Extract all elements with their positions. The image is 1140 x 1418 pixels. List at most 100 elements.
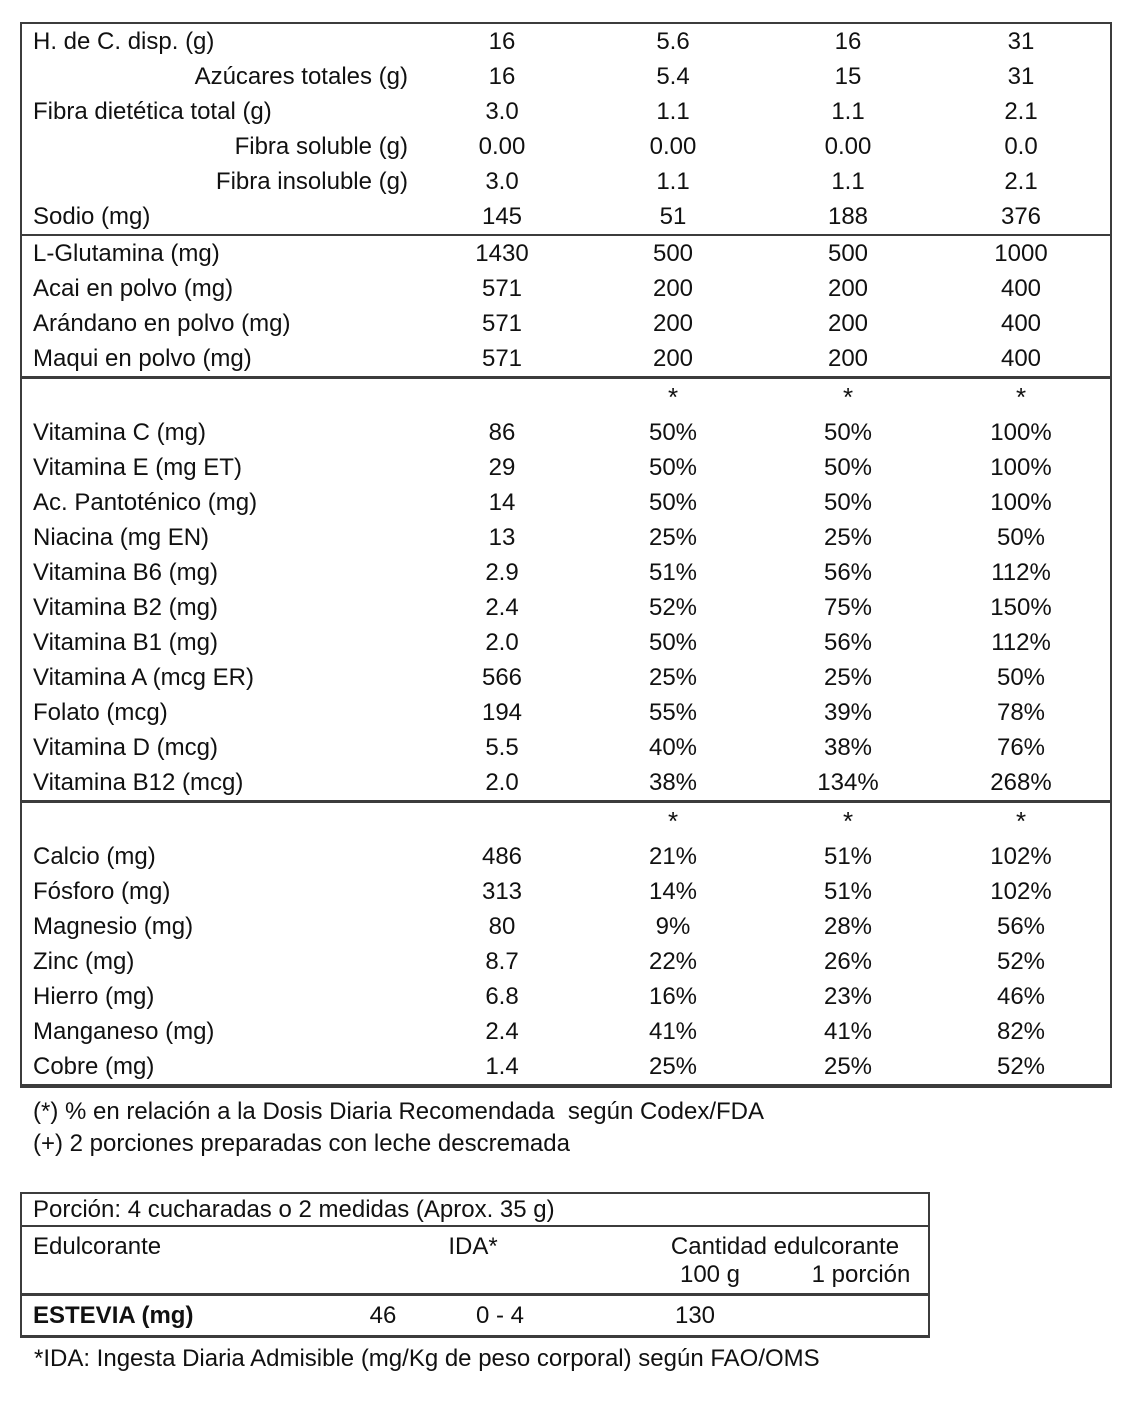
sweetener-amount: 46 — [369, 1302, 397, 1329]
row-value: 102% — [990, 877, 1052, 905]
table-row: Ac. Pantoténico (mg) 14 50% 50% 100% — [22, 485, 1110, 520]
table-row: Niacina (mg EN) 13 25% 25% 50% — [22, 520, 1110, 555]
row-value: 14 — [488, 488, 516, 516]
row-value: 56% — [823, 628, 873, 656]
table-row: Azúcares totales (g) 16 5.4 15 31 — [22, 59, 1110, 94]
row-value: 82% — [996, 1017, 1046, 1045]
row-value: 200 — [827, 309, 869, 337]
col-header-ida: IDA* — [448, 1233, 498, 1260]
row-value: 5.5 — [485, 733, 519, 761]
row-value: 200 — [827, 274, 869, 302]
row-value: 8.7 — [485, 947, 519, 975]
row-value: 52% — [996, 1052, 1046, 1080]
row-value: 16 — [488, 27, 516, 55]
row-value: 5.4 — [656, 62, 690, 90]
table-row: Vitamina A (mcg ER) 566 25% 25% 50% — [22, 660, 1110, 695]
row-value: 25% — [648, 523, 698, 551]
row-value: 25% — [823, 523, 873, 551]
portion-header-row: Porción: 4 cucharadas o 2 medidas (Aprox… — [22, 1194, 928, 1227]
row-value: 1.1 — [831, 97, 865, 125]
ddr-asterisk-row: * * * — [22, 803, 1110, 839]
row-value: 1430 — [475, 239, 529, 267]
row-value: 566 — [481, 663, 523, 691]
footnote-porciones: (+) 2 porciones preparadas con leche des… — [33, 1130, 570, 1157]
row-value: 50% — [996, 663, 1046, 691]
row-value: 200 — [652, 344, 694, 372]
row-value: 2.1 — [1004, 97, 1038, 125]
ddr-asterisk-row: * * * — [22, 379, 1110, 415]
row-value: 28% — [823, 912, 873, 940]
asterisk-mark: * — [842, 806, 854, 836]
row-value: 25% — [648, 1052, 698, 1080]
table-row: Vitamina E (mg ET) 29 50% 50% 100% — [22, 450, 1110, 485]
table-row: Magnesio (mg) 80 9% 28% 56% — [22, 909, 1110, 944]
row-value: 200 — [652, 309, 694, 337]
row-label: Fibra insoluble (g) — [215, 167, 408, 195]
row-value: 31 — [1007, 62, 1035, 90]
asterisk-mark: * — [1015, 382, 1027, 412]
row-value: 50% — [823, 488, 873, 516]
sweetener-header-row: Edulcorante IDA* Cantidad edulcorante — [22, 1227, 928, 1261]
table-row: Hierro (mg) 6.8 16% 23% 46% — [22, 979, 1110, 1014]
row-label: Vitamina B2 (mg) — [33, 593, 218, 621]
row-value: 194 — [481, 698, 523, 726]
row-value: 26% — [823, 947, 873, 975]
row-value: 6.8 — [485, 982, 519, 1010]
row-label: Acai en polvo (mg) — [33, 274, 234, 302]
row-label: Magnesio (mg) — [33, 912, 194, 940]
row-value: 52% — [996, 947, 1046, 975]
row-value: 1.1 — [831, 167, 865, 195]
row-value: 571 — [481, 344, 523, 372]
table-row: Arándano en polvo (mg) 571 200 200 400 — [22, 306, 1110, 341]
sweetener-per-100g-value: 130 — [674, 1302, 716, 1329]
row-label: Arándano en polvo (mg) — [33, 309, 291, 337]
row-value: 25% — [648, 663, 698, 691]
row-value: 78% — [996, 698, 1046, 726]
row-value: 2.4 — [485, 1017, 519, 1045]
row-value: 500 — [652, 239, 694, 267]
asterisk-mark: * — [667, 382, 679, 412]
row-value: 50% — [648, 453, 698, 481]
table-row: Fósforo (mg) 313 14% 51% 102% — [22, 874, 1110, 909]
table-row: Fibra insoluble (g) 3.0 1.1 1.1 2.1 — [22, 164, 1110, 199]
asterisk-mark: * — [667, 806, 679, 836]
table-row: Cobre (mg) 1.4 25% 25% 52% — [22, 1049, 1110, 1084]
row-label: Vitamina B1 (mg) — [33, 628, 218, 656]
row-value: 41% — [823, 1017, 873, 1045]
row-label: Folato (mcg) — [33, 698, 168, 726]
table-row: H. de C. disp. (g) 16 5.6 16 31 — [22, 24, 1110, 59]
row-label: Vitamina D (mcg) — [33, 733, 218, 761]
row-value: 500 — [827, 239, 869, 267]
table-row: Vitamina B6 (mg) 2.9 51% 56% 112% — [22, 555, 1110, 590]
row-value: 313 — [481, 877, 523, 905]
row-label: Niacina (mg EN) — [33, 523, 210, 551]
row-value: 38% — [648, 768, 698, 796]
row-value: 268% — [990, 768, 1052, 796]
row-value: 145 — [481, 202, 523, 230]
row-value: 86 — [488, 418, 516, 446]
row-label: Vitamina E (mg ET) — [33, 453, 242, 481]
table-row: Sodio (mg) 145 51 188 376 — [22, 199, 1110, 234]
row-value: 2.1 — [1004, 167, 1038, 195]
row-value: 80 — [488, 912, 516, 940]
row-value: 188 — [827, 202, 869, 230]
row-value: 56% — [996, 912, 1046, 940]
table-row: Vitamina B2 (mg) 2.4 52% 75% 150% — [22, 590, 1110, 625]
row-value: 3.0 — [485, 167, 519, 195]
row-value: 200 — [827, 344, 869, 372]
row-label: Azúcares totales (g) — [194, 62, 408, 90]
table-section: L-Glutamina (mg) 1430 500 500 1000 Acai en po… — [22, 234, 1110, 376]
table-row: Vitamina C (mg) 86 50% 50% 100% — [22, 415, 1110, 450]
row-label: Vitamina A (mcg ER) — [33, 663, 254, 691]
row-value: 3.0 — [485, 97, 519, 125]
row-label: Vitamina B12 (mcg) — [33, 768, 244, 796]
row-value: 1000 — [994, 239, 1048, 267]
table-row: Folato (mcg) 194 55% 39% 78% — [22, 695, 1110, 730]
row-label: Fibra soluble (g) — [234, 132, 408, 160]
sweetener-name: ESTEVIA (mg) — [33, 1302, 194, 1329]
table-row: Zinc (mg) 8.7 22% 26% 52% — [22, 944, 1110, 979]
row-value: 25% — [823, 663, 873, 691]
col-header-1porcion: 1 porción — [811, 1261, 911, 1288]
row-value: 21% — [648, 842, 698, 870]
row-value: 100% — [990, 488, 1052, 516]
